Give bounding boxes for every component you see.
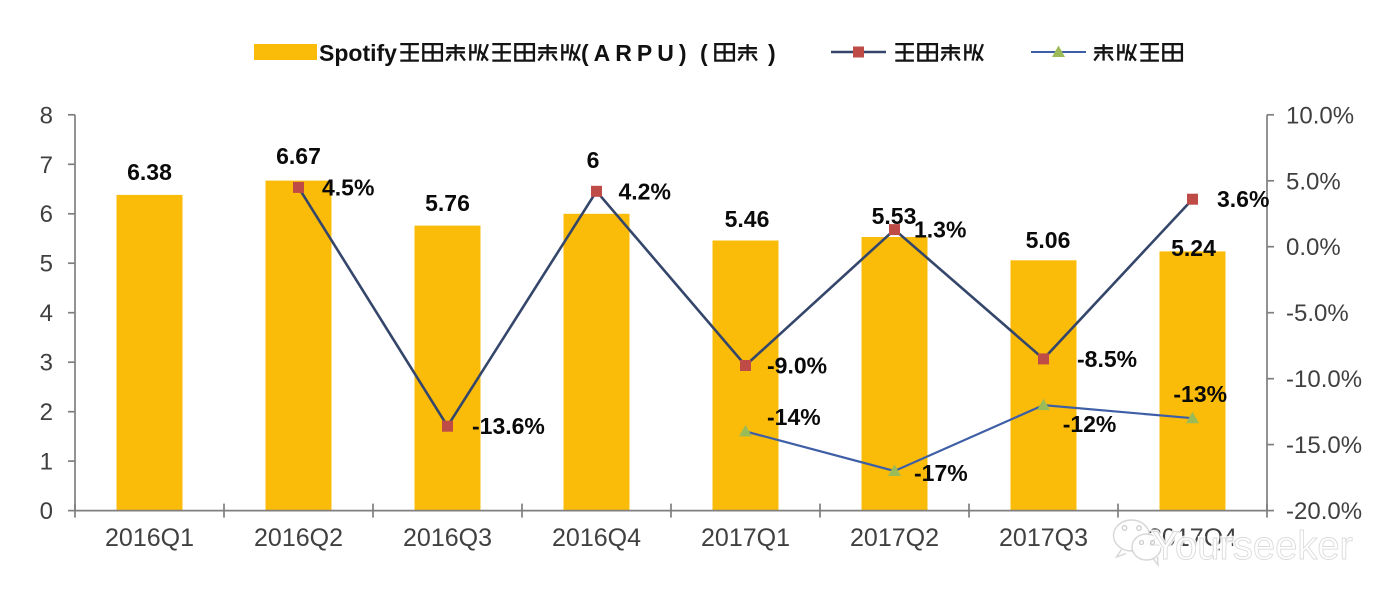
svg-text:-12%: -12% xyxy=(1063,411,1117,437)
svg-text:-13.6%: -13.6% xyxy=(472,413,545,439)
svg-text:5.0%: 5.0% xyxy=(1286,168,1341,195)
svg-text:4.2%: 4.2% xyxy=(619,178,671,204)
svg-text:2017Q2: 2017Q2 xyxy=(850,524,939,552)
svg-text:6.67: 6.67 xyxy=(276,143,321,169)
svg-text:2017Q3: 2017Q3 xyxy=(999,524,1088,552)
svg-text:5.06: 5.06 xyxy=(1026,227,1071,253)
svg-text:(: ( xyxy=(700,40,708,66)
svg-text:5.76: 5.76 xyxy=(425,190,470,216)
svg-text:4.5%: 4.5% xyxy=(322,174,374,200)
svg-text:-20.0%: -20.0% xyxy=(1286,498,1362,525)
svg-text:2016Q2: 2016Q2 xyxy=(254,524,343,552)
svg-text:Yourseeker: Yourseeker xyxy=(1152,524,1353,568)
svg-text:5.53: 5.53 xyxy=(872,203,917,229)
svg-text:-13%: -13% xyxy=(1173,381,1227,407)
svg-text:(ARPU): (ARPU) xyxy=(581,40,692,66)
svg-text:2016Q1: 2016Q1 xyxy=(105,524,194,552)
svg-text:1.3%: 1.3% xyxy=(914,217,966,243)
svg-text:-10.0%: -10.0% xyxy=(1286,366,1362,393)
svg-text:2017Q1: 2017Q1 xyxy=(701,524,790,552)
svg-text:6: 6 xyxy=(40,201,53,228)
svg-text:Yourseeker: Yourseeker xyxy=(1152,524,1353,568)
svg-text:1: 1 xyxy=(40,449,53,476)
svg-text:Spotify: Spotify xyxy=(319,40,397,66)
svg-text:6.38: 6.38 xyxy=(127,159,172,185)
svg-text:-8.5%: -8.5% xyxy=(1077,346,1137,372)
svg-text:2017Q4: 2017Q4 xyxy=(1148,524,1237,552)
svg-text:5.24: 5.24 xyxy=(1171,235,1216,261)
svg-text:2016Q3: 2016Q3 xyxy=(403,524,492,552)
svg-text:4: 4 xyxy=(40,300,53,327)
svg-text:5.46: 5.46 xyxy=(725,206,770,232)
svg-text:-14%: -14% xyxy=(767,404,821,430)
svg-text:3.6%: 3.6% xyxy=(1217,186,1269,212)
svg-text:-5.0%: -5.0% xyxy=(1286,300,1349,327)
svg-text:3: 3 xyxy=(40,350,53,377)
svg-text:7: 7 xyxy=(40,152,53,179)
svg-text:): ) xyxy=(768,40,776,66)
svg-text:0.0%: 0.0% xyxy=(1286,234,1341,261)
svg-text:-15.0%: -15.0% xyxy=(1286,432,1362,459)
svg-text:-17%: -17% xyxy=(914,460,968,486)
svg-text:2016Q4: 2016Q4 xyxy=(552,524,641,552)
svg-text:6: 6 xyxy=(587,147,600,173)
svg-text:5: 5 xyxy=(40,251,53,278)
svg-text:8: 8 xyxy=(40,102,53,129)
svg-text:10.0%: 10.0% xyxy=(1286,102,1354,129)
svg-text:2: 2 xyxy=(40,399,53,426)
svg-text:0: 0 xyxy=(40,498,53,525)
svg-text:-9.0%: -9.0% xyxy=(767,353,827,379)
